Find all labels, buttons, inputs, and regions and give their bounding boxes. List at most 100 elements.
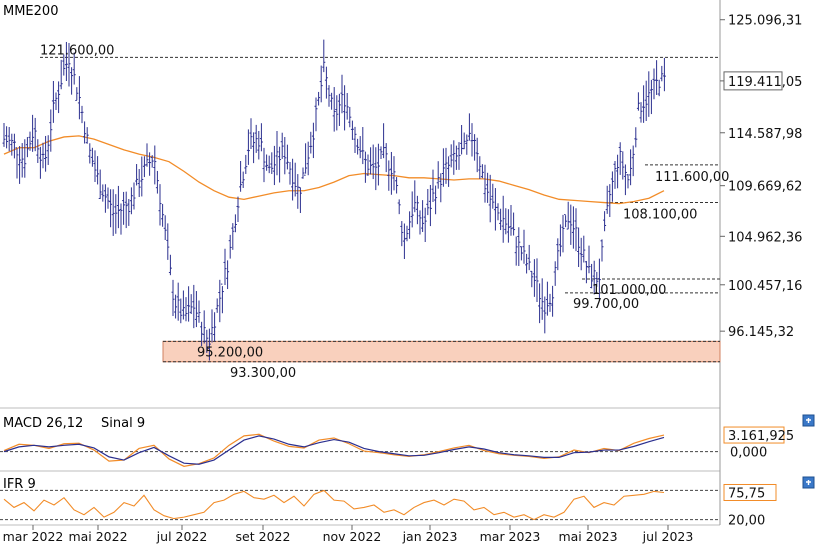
price-bar [545, 281, 549, 316]
price-bar [332, 87, 336, 132]
price-bar [15, 147, 19, 179]
price-bar [33, 117, 37, 152]
price-bar [145, 143, 149, 167]
price-bar [496, 203, 500, 221]
price-bar [499, 208, 503, 231]
price-bar [382, 123, 386, 159]
price-bar [405, 225, 409, 242]
price-bar [512, 212, 516, 236]
price-bar [122, 191, 126, 225]
price-bar [304, 143, 308, 176]
price-bar [595, 271, 599, 287]
price-bar [293, 162, 297, 197]
price-bar [137, 169, 141, 198]
price-bar [340, 74, 344, 114]
x-tick-label: jul 2023 [642, 529, 694, 544]
price-bar [54, 92, 58, 110]
price-bar [662, 57, 666, 92]
macd-last-box [723, 426, 785, 444]
price-bar [314, 97, 318, 132]
price-bar [283, 137, 287, 175]
price-bar [319, 65, 323, 103]
price-bar [148, 152, 152, 176]
price-bar [181, 290, 185, 320]
price-bar [636, 92, 640, 111]
price-bar [501, 195, 505, 243]
price-bar [267, 155, 271, 174]
price-bar [20, 143, 24, 178]
price-bar [23, 139, 27, 178]
price-bar [465, 134, 469, 155]
price-bar [38, 146, 42, 179]
price-bar [579, 237, 583, 271]
price-bar [395, 177, 399, 194]
price-bar [85, 127, 89, 144]
price-bar [246, 129, 250, 165]
x-tick-label: jan 2023 [402, 529, 458, 544]
price-bar [330, 92, 334, 110]
price-bar [265, 154, 269, 171]
price-bar [408, 211, 412, 239]
price-bar [371, 144, 375, 180]
price-bar [127, 198, 131, 226]
price-bar [241, 171, 245, 188]
price-bar [597, 258, 601, 301]
price-bar [25, 137, 29, 158]
main-series-group [2, 39, 666, 361]
price-bar [470, 123, 474, 157]
price-bar [28, 131, 32, 151]
macd-settings-button[interactable] [802, 414, 815, 427]
price-bar [634, 127, 638, 148]
price-bar [114, 194, 118, 234]
level-121600-label: 121.600,00 [40, 43, 114, 58]
price-bar [649, 79, 653, 115]
price-bar [244, 154, 248, 174]
price-bar [652, 68, 656, 100]
price-bar [631, 145, 635, 177]
price-bar [31, 114, 35, 152]
price-bar [280, 132, 284, 159]
price-bar [483, 164, 487, 203]
price-bar [80, 105, 84, 124]
signal-line [3, 435, 665, 465]
price-bar [379, 146, 383, 160]
price-bar [337, 93, 341, 126]
price-bar [233, 214, 237, 233]
ifr-settings-button[interactable] [802, 476, 815, 489]
price-bar [660, 65, 664, 82]
price-bar [96, 156, 100, 185]
price-bar [358, 136, 362, 159]
price-bar [259, 123, 263, 152]
price-bar [374, 147, 378, 191]
price-bar [236, 196, 240, 222]
price-bar [252, 132, 256, 164]
ifr-last-box [723, 483, 777, 501]
price-bar [51, 80, 55, 123]
price-bar [129, 187, 133, 215]
price-bar [402, 223, 406, 260]
price-bar [478, 156, 482, 179]
price-bar [205, 329, 209, 353]
price-bar [285, 144, 289, 170]
price-bar [369, 147, 373, 175]
price-bar [428, 184, 432, 227]
support-zone [162, 340, 721, 363]
price-bar [348, 106, 352, 128]
price-bar [460, 124, 464, 155]
price-bar [41, 142, 45, 169]
price-bar [109, 189, 113, 228]
price-bar [322, 39, 326, 73]
y-tick-label: 119.411,05 [728, 75, 802, 90]
price-bar [135, 164, 139, 186]
price-bar [543, 296, 547, 334]
price-bar [561, 214, 565, 253]
price-bar [140, 156, 144, 197]
price-bar [291, 158, 295, 201]
price-bar [603, 211, 607, 232]
macd-zero-label: 0,000 [730, 446, 767, 461]
price-bar [67, 43, 71, 87]
price-bar [626, 174, 630, 189]
price-bar [473, 134, 477, 161]
price-bar [59, 59, 63, 90]
